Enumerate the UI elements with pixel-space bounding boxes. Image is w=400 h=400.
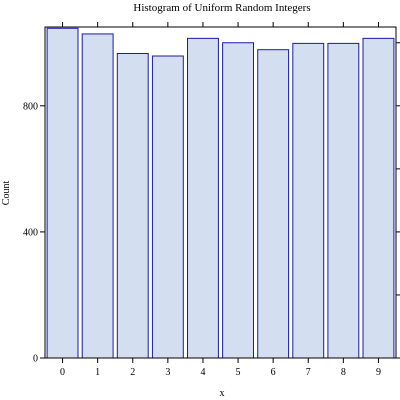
x-tick-label-7: 7 [306,367,311,378]
x-tick-label-5: 5 [236,367,241,378]
bar-2 [116,52,149,359]
bar-3 [151,55,184,359]
x-tick-label-4: 4 [200,367,205,378]
plot-frame [44,26,397,359]
bar-8 [327,42,360,359]
bar-0 [46,27,79,359]
y-tick-label-400: 400 [23,227,38,238]
chart-title: Histogram of Uniform Random Integers [133,2,310,14]
x-tick-label-1: 1 [95,367,100,378]
bar-4 [187,37,219,359]
y-axis-label: Count [1,181,12,206]
bar-9 [362,37,395,359]
x-tick-label-0: 0 [60,367,65,378]
bar-7 [292,42,325,359]
plot-area: 0 1 2 3 4 5 6 7 8 9 0 400 800 [23,22,400,378]
y-tick-label-800: 800 [23,101,38,112]
y-tick-label-0: 0 [33,354,38,365]
x-axis-label: x [220,388,225,399]
x-tick-label-9: 9 [376,367,381,378]
x-tick-label-2: 2 [130,367,135,378]
bar-6 [257,49,290,359]
x-tick-label-8: 8 [341,367,346,378]
x-tick-label-3: 3 [165,367,170,378]
bar-1 [81,33,114,359]
bar-5 [222,42,254,359]
x-tick-label-6: 6 [271,367,276,378]
